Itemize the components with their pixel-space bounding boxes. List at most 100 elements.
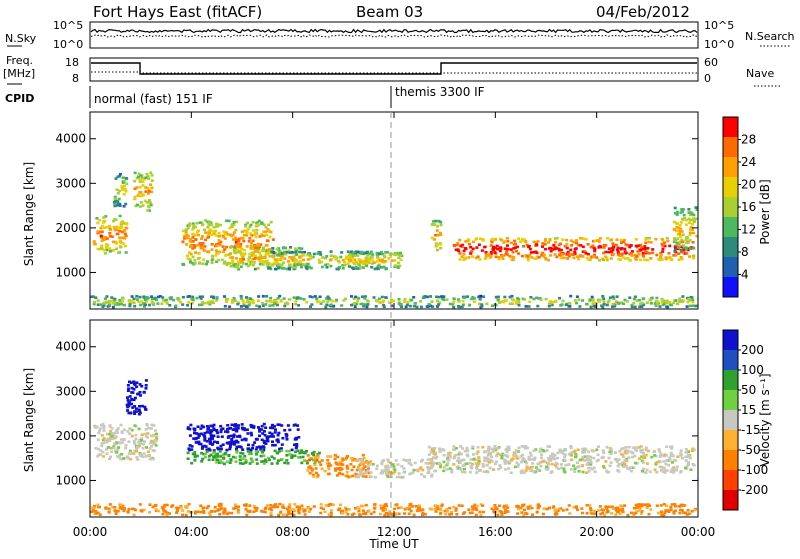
power-echo-region [430,219,443,252]
velocity-cell [430,464,434,467]
power-cell [412,304,416,308]
power-cell [150,186,154,190]
y-tick-label: 3000 [55,176,86,190]
power-cell [630,252,633,256]
power-cell [185,228,189,231]
velocity-cell [672,471,675,474]
velocity-cell [135,447,139,450]
velocity-cell [668,456,672,460]
velocity-cell [663,453,667,456]
velocity-cell [278,447,282,451]
velocity-cell [195,432,199,435]
power-cell [466,239,470,243]
power-cell [496,295,500,299]
velocity-cell [338,507,342,511]
velocity-panel-bg [90,320,698,517]
velocity-cell [366,465,370,468]
velocity-cell [248,462,252,465]
velocity-cell [632,466,636,470]
velocity-cell [363,465,367,468]
velocity-cell [684,459,688,462]
power-cell [215,260,219,264]
velocity-cell [622,461,626,464]
velocity-cell [107,509,111,513]
power-cell [679,248,683,252]
velocity-cell [452,445,456,448]
velocity-cell [397,512,401,516]
velocity-cell [500,510,504,514]
power-cell [641,252,645,255]
velocity-cell [113,442,116,445]
velocity-cell [495,454,499,458]
power-cell [177,298,181,301]
velocity-cell [117,446,121,449]
power-cell [454,248,458,252]
velocity-colorbar-tick-label: -200 [741,483,768,497]
power-cell [694,206,698,209]
power-cell [290,250,294,254]
velocity-cell [135,456,139,459]
velocity-cell [554,461,558,465]
velocity-cell [387,466,390,470]
power-colorbar-swatch [723,237,738,258]
velocity-cell [344,510,348,514]
velocity-cell [154,503,158,507]
velocity-cell [127,507,131,511]
velocity-cell [631,446,635,449]
power-cell [288,256,292,259]
velocity-cell [280,457,284,461]
power-cell [118,236,122,239]
velocity-cell [293,454,297,458]
velocity-cell [203,444,207,448]
power-cell [570,244,574,247]
velocity-cell [596,509,600,512]
power-cell [643,258,647,261]
velocity-cell [643,503,647,506]
power-cell [412,296,416,299]
power-colorbar-tick-label: 4 [741,268,749,282]
power-cell [135,298,139,301]
velocity-cell [450,470,454,474]
velocity-cell [133,410,137,413]
velocity-cell [232,433,236,437]
velocity-cell [448,513,452,516]
velocity-cell [219,428,223,431]
velocity-cell [96,454,100,458]
velocity-cell [137,408,141,411]
velocity-cell [215,429,219,432]
velocity-cell [144,379,148,382]
velocity-cell [263,433,267,437]
velocity-cell [320,467,324,471]
velocity-cell [262,510,266,514]
power-cell [457,298,460,301]
velocity-cell [101,438,105,442]
power-cell [452,305,456,309]
power-cell [667,252,671,255]
velocity-cell [99,424,103,427]
y-tick-label: 1000 [55,265,86,279]
velocity-cell [485,463,489,467]
velocity-cell [614,458,618,461]
velocity-cell [640,455,644,458]
power-cell [493,251,497,254]
velocity-cell [268,431,272,435]
velocity-cell [254,450,258,453]
velocity-cell [122,428,126,432]
velocity-cell [312,453,316,457]
power-cell [692,247,696,250]
velocity-cell [494,448,498,452]
power-cell [291,259,295,262]
power-cell [318,300,322,304]
power-cell [320,265,324,269]
velocity-cell [660,513,664,516]
velocity-cell [108,437,112,440]
power-cell [104,243,108,246]
power-cell [189,252,193,256]
velocity-cell [626,467,629,470]
velocity-cell [384,511,388,515]
velocity-cell [206,428,210,431]
power-cell [118,214,122,218]
velocity-cell [359,462,363,465]
power-cell [581,237,585,240]
power-cell [480,303,484,306]
